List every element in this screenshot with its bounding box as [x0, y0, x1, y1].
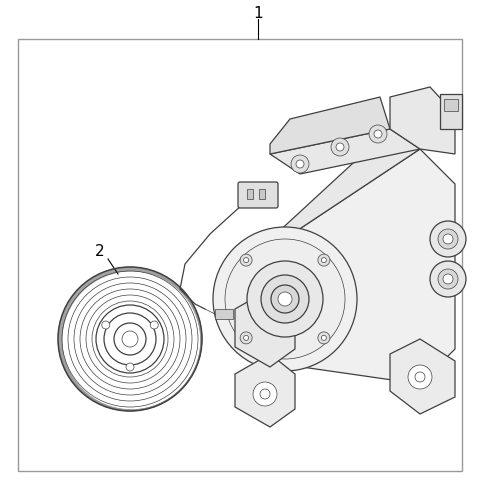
Text: 1: 1	[253, 6, 263, 21]
Bar	[259, 190, 265, 199]
Circle shape	[408, 365, 432, 389]
Circle shape	[331, 139, 349, 157]
Circle shape	[415, 372, 425, 382]
Circle shape	[296, 161, 304, 168]
Circle shape	[336, 144, 344, 151]
Circle shape	[443, 235, 453, 244]
Circle shape	[318, 332, 330, 344]
Circle shape	[430, 222, 466, 257]
Circle shape	[322, 258, 326, 263]
Circle shape	[261, 275, 309, 323]
Circle shape	[374, 131, 382, 139]
Circle shape	[244, 336, 249, 341]
Circle shape	[438, 229, 458, 249]
Polygon shape	[270, 130, 420, 175]
Polygon shape	[270, 98, 390, 155]
Circle shape	[247, 261, 323, 337]
Bar	[247, 190, 253, 199]
FancyBboxPatch shape	[238, 182, 278, 209]
Circle shape	[102, 321, 110, 329]
Bar	[440, 95, 462, 130]
Circle shape	[438, 270, 458, 289]
Bar	[444, 100, 458, 112]
Circle shape	[322, 336, 326, 341]
Text: 2: 2	[95, 244, 105, 259]
Circle shape	[291, 156, 309, 174]
Circle shape	[240, 255, 252, 267]
Circle shape	[443, 274, 453, 285]
Polygon shape	[275, 130, 420, 236]
Circle shape	[225, 240, 345, 359]
Circle shape	[126, 363, 134, 371]
Circle shape	[260, 389, 270, 399]
Circle shape	[318, 255, 330, 267]
Circle shape	[150, 321, 158, 329]
Circle shape	[114, 323, 146, 355]
Circle shape	[244, 258, 249, 263]
Circle shape	[240, 332, 252, 344]
Polygon shape	[390, 88, 455, 155]
Circle shape	[104, 313, 156, 365]
Circle shape	[253, 382, 277, 406]
Circle shape	[271, 286, 299, 313]
Bar	[215, 309, 233, 319]
Polygon shape	[390, 339, 455, 414]
Circle shape	[430, 261, 466, 297]
Polygon shape	[295, 150, 455, 384]
Circle shape	[369, 126, 387, 144]
Circle shape	[213, 227, 357, 371]
Circle shape	[278, 292, 292, 306]
Polygon shape	[235, 289, 295, 367]
Circle shape	[96, 305, 164, 373]
Bar	[18, 40, 462, 471]
Circle shape	[122, 332, 138, 348]
Polygon shape	[235, 354, 295, 427]
